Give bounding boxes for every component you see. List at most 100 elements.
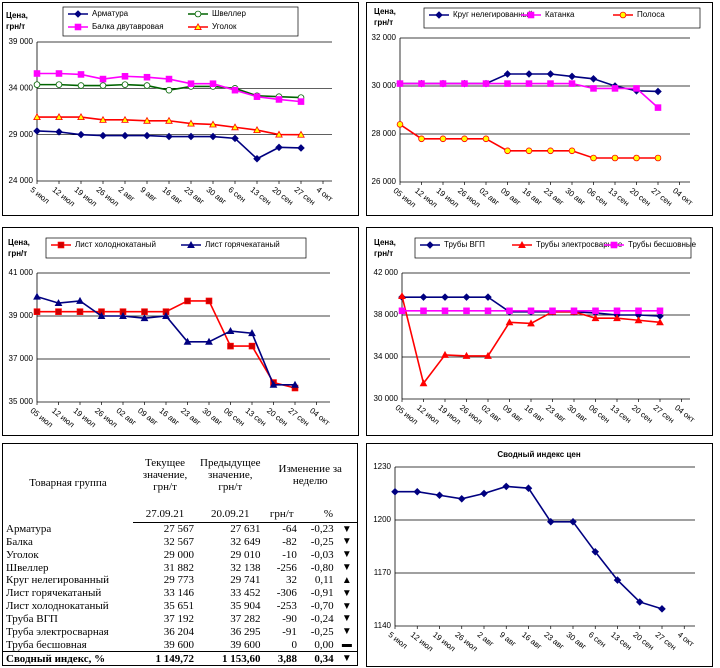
row-name: Труба электросварная: [6, 625, 109, 638]
header-unit: грн/т: [263, 506, 300, 523]
legend-box: [423, 7, 701, 29]
data-point: [613, 307, 621, 315]
legend-marker: [74, 23, 82, 31]
legend-label: Полоса: [637, 10, 665, 19]
data-point: [297, 98, 305, 105]
data-point: [635, 598, 644, 606]
data-point: [461, 135, 468, 143]
legend-marker: [527, 11, 535, 19]
row-value: 32: [285, 574, 297, 587]
y-axis-label: Цена,: [8, 238, 30, 247]
data-point: [398, 292, 406, 300]
data-point: [275, 96, 283, 103]
data-point: [656, 307, 664, 315]
table-row: Лист холоднокатаный 35 651 35 904 -253 -0,70…: [3, 600, 357, 613]
data-point: [633, 154, 640, 162]
data-point: [187, 119, 195, 127]
data-point: [297, 130, 305, 138]
legend-label: Трубы бесшовные: [628, 240, 697, 249]
data-point: [231, 134, 239, 143]
header-cell: Текущее значение, грн/т: [142, 457, 188, 494]
legend-label: Арматура: [92, 9, 129, 18]
table-row: Труба ВГП 37 192 37 282 -90 -0,24 ▼: [3, 612, 357, 625]
legend-label: Катанка: [545, 10, 575, 19]
y-tick-label: 1170: [374, 568, 392, 577]
data-point: [396, 121, 404, 128]
data-point: [439, 80, 447, 87]
trend-arrow: ▼: [341, 613, 352, 625]
table-row: Уголок 29 000 29 010 -10 -0,03 ▼: [3, 548, 357, 561]
data-point: [398, 307, 406, 315]
row-value: 27 567: [163, 523, 194, 536]
data-point: [525, 80, 533, 87]
data-point: [33, 292, 41, 300]
data-point: [391, 487, 399, 496]
data-point: [33, 308, 41, 315]
trend-arrow: ▼: [341, 523, 352, 535]
data-point: [568, 147, 576, 155]
data-point: [209, 80, 217, 87]
data-point: [461, 80, 468, 87]
table-row: Труба бесшовная 39 600 39 600 0 0,00 ▬: [3, 638, 357, 651]
y-tick-label: 30 000: [372, 81, 397, 90]
data-point: [634, 316, 643, 324]
data-point: [143, 82, 151, 89]
y-tick-label: 28 000: [372, 129, 397, 138]
legend-label: Трубы ВГП: [444, 240, 485, 249]
row-name: Труба ВГП: [6, 612, 58, 625]
y-axis-label: Цена,: [374, 7, 396, 16]
trend-arrow: ▼: [341, 626, 352, 638]
data-point: [654, 104, 662, 111]
row-value: -256: [276, 561, 297, 574]
row-value: 37 192: [163, 612, 194, 625]
data-point: [55, 70, 63, 77]
trend-arrow: ▲: [341, 574, 352, 586]
data-point: [269, 380, 278, 388]
data-point: [568, 72, 576, 81]
legend-marker: [518, 240, 526, 248]
legend-box: [62, 6, 299, 37]
data-point: [611, 154, 619, 162]
y-tick-label: 32 000: [372, 33, 397, 42]
chart-frame: [2, 2, 359, 216]
data-point: [231, 86, 239, 94]
row-name: Круг нелегированный: [6, 574, 109, 587]
header-unit: %: [299, 506, 357, 523]
data-point: [33, 127, 41, 135]
data-point: [504, 147, 511, 155]
data-point: [184, 297, 191, 305]
data-point: [55, 308, 62, 315]
data-point: [419, 379, 428, 387]
data-point: [413, 487, 422, 496]
data-point: [525, 70, 533, 78]
table-row: Балка 32 567 32 649 -82 -0,25 ▼: [3, 536, 357, 549]
trend-arrow: ▬: [341, 639, 352, 651]
data-point: [525, 147, 533, 155]
data-point: [33, 81, 41, 88]
data-point: [590, 85, 597, 92]
header-date: 20.09.21: [197, 506, 264, 523]
row-value: -0,91: [310, 587, 334, 600]
data-point: [54, 299, 63, 307]
data-point: [591, 548, 600, 556]
data-point: [439, 135, 447, 143]
y-tick-label: 30 000: [374, 394, 399, 403]
data-point: [420, 307, 427, 315]
data-point: [396, 80, 404, 87]
data-point: [143, 116, 151, 124]
row-value: -306: [276, 587, 297, 600]
row-name: Лист холоднокатаный: [6, 600, 109, 613]
row-value: 1 153,60: [197, 651, 264, 665]
trend-arrow: ▼: [341, 587, 352, 599]
row-value: 36 204: [163, 625, 194, 638]
data-point: [654, 154, 662, 162]
data-point: [568, 80, 576, 87]
y-tick-label: 38 000: [374, 310, 399, 319]
row-value: 32 649: [230, 535, 261, 548]
data-point: [227, 342, 234, 350]
row-value: -0,70: [310, 600, 334, 613]
data-point: [457, 495, 466, 503]
row-value: -10: [282, 548, 297, 561]
data-point: [209, 132, 217, 141]
data-point: [55, 113, 63, 121]
